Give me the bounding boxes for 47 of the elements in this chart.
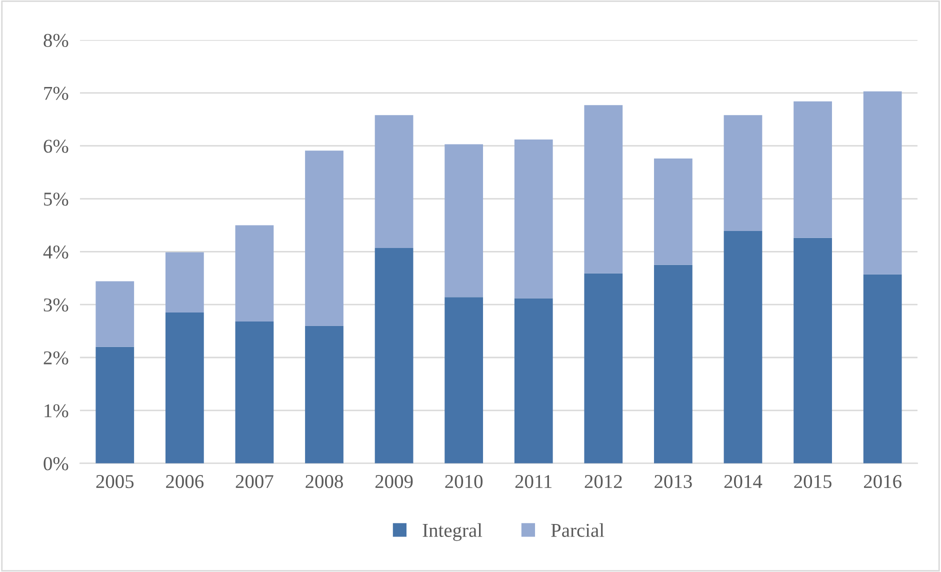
legend-label: Parcial [551, 523, 604, 537]
bar [654, 264, 692, 464]
bar [794, 238, 832, 464]
legend-label: Integral [422, 523, 482, 541]
bar [724, 231, 762, 464]
x-tick-label: 2015 [794, 474, 832, 488]
y-tick-label: 3% [44, 298, 68, 312]
y-tick-label: 6% [44, 140, 68, 153]
y-tick-label: 5% [44, 192, 68, 206]
bar [584, 105, 623, 274]
bar [444, 144, 484, 298]
bar [374, 248, 414, 464]
x-tick-label: 2008 [306, 474, 343, 488]
x-tick-label: 2010 [445, 474, 483, 488]
bar [863, 274, 902, 464]
x-tick-label: 2014 [724, 474, 762, 488]
bar [374, 115, 414, 248]
bar [724, 115, 762, 232]
bar [794, 101, 832, 238]
bar [514, 140, 553, 298]
bar [305, 326, 344, 464]
y-tick-label: 4% [43, 245, 68, 259]
bar [165, 312, 204, 464]
y-tick-label: 0% [44, 457, 68, 470]
x-tick-label: 2005 [96, 474, 134, 488]
x-tick-label: 2012 [584, 474, 622, 488]
bar [96, 346, 134, 464]
x-tick-label: 2016 [864, 474, 902, 488]
y-tick-label: 8% [44, 34, 68, 48]
bar [514, 298, 553, 464]
bar [444, 297, 484, 464]
x-tick-label: 2011 [515, 474, 552, 488]
bar [305, 150, 344, 326]
x-tick-label: 2007 [236, 474, 274, 488]
y-tick-label: 2% [44, 351, 68, 364]
y-tick-label: 1% [44, 404, 68, 418]
bar [584, 273, 623, 464]
x-tick-label: 2013 [654, 474, 692, 488]
bar [654, 158, 692, 265]
x-tick-label: 2006 [166, 474, 204, 488]
bar [235, 322, 274, 464]
bar [165, 252, 204, 313]
bar [863, 91, 902, 274]
y-tick-label: 7% [44, 86, 68, 100]
x-tick-label: 2009 [375, 474, 413, 488]
bar [96, 281, 134, 347]
bar [235, 225, 274, 322]
